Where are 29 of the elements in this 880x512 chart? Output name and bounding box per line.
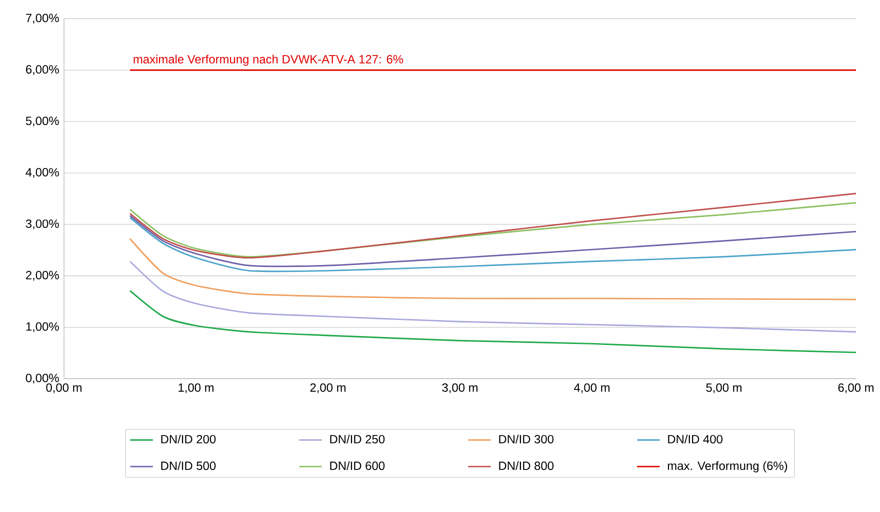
legend-label: DN/ID 500 bbox=[161, 461, 216, 470]
line-series bbox=[129, 290, 857, 354]
x-tick-label: 5,00 m bbox=[706, 383, 742, 394]
x-tick-label: 3,00 m bbox=[442, 383, 478, 394]
y-tick-label: 1,00% bbox=[26, 322, 59, 332]
legend-label: DN/ID 300 bbox=[499, 434, 554, 444]
y-tick-label: 4,00% bbox=[26, 168, 59, 178]
line-series bbox=[129, 192, 857, 259]
x-tick-label: 4,00 m bbox=[574, 383, 610, 394]
y-tick-label: 3,00% bbox=[26, 219, 59, 230]
y-tick-label: 7,00% bbox=[26, 14, 59, 24]
legend-label: DN/ID 400 bbox=[668, 434, 722, 444]
legend-label: DN/ID 250 bbox=[330, 434, 385, 444]
y-tick-label: 5,00% bbox=[26, 116, 59, 126]
x-tick-label: 1,00 m bbox=[178, 383, 214, 394]
y-tick-label: 2,00% bbox=[26, 270, 59, 281]
legend-label: max. Verformung (6%) bbox=[668, 461, 788, 472]
legend-label: DN/ID 200 bbox=[161, 434, 216, 444]
line-series bbox=[129, 202, 857, 258]
annotation: maximale Verformung nach DVWK-ATV-A 127: 6% bbox=[134, 54, 404, 66]
x-tick-label: 2,00 m bbox=[310, 383, 346, 394]
y-tick-label: 6,00% bbox=[26, 65, 59, 76]
line-series bbox=[129, 238, 857, 300]
line-series bbox=[129, 260, 857, 333]
legend-label: DN/ID 800 bbox=[499, 461, 554, 470]
y-tick-label: 0,00% bbox=[26, 374, 59, 384]
x-tick-label: 0,00 m bbox=[46, 383, 82, 394]
x-tick-label: 6,00 m bbox=[838, 383, 874, 394]
legend-label: DN/ID 600 bbox=[330, 461, 385, 470]
